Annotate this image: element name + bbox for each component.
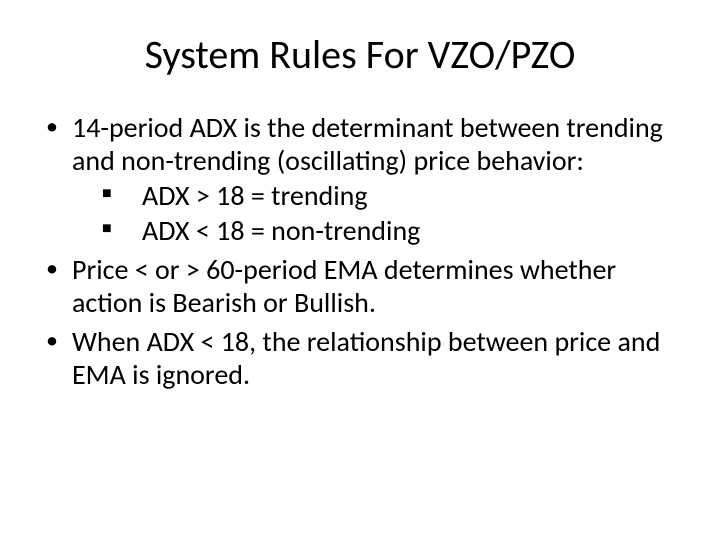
bullet-text: When ADX < 18, the relationship between … bbox=[72, 324, 660, 392]
sub-bullet-text: ADX > 18 = trending bbox=[142, 178, 368, 213]
sub-bullet-item: ADX > 18 = trending bbox=[72, 179, 676, 212]
slide: System Rules For VZO/PZO 14-period ADX i… bbox=[0, 0, 720, 540]
bullet-list: 14-period ADX is the determinant between… bbox=[44, 111, 676, 391]
slide-title: System Rules For VZO/PZO bbox=[44, 30, 676, 79]
bullet-text: 14-period ADX is the determinant between… bbox=[72, 110, 663, 178]
bullet-item: 14-period ADX is the determinant between… bbox=[44, 111, 676, 247]
slide-body: 14-period ADX is the determinant between… bbox=[44, 111, 676, 391]
bullet-text: Price < or > 60-period EMA determines wh… bbox=[72, 252, 616, 320]
bullet-item: Price < or > 60-period EMA determines wh… bbox=[44, 253, 676, 319]
sub-bullet-list: ADX > 18 = trending ADX < 18 = non-trend… bbox=[72, 179, 676, 247]
sub-bullet-item: ADX < 18 = non-trending bbox=[72, 214, 676, 247]
bullet-item: When ADX < 18, the relationship between … bbox=[44, 325, 676, 391]
sub-bullet-text: ADX < 18 = non-trending bbox=[142, 213, 420, 248]
